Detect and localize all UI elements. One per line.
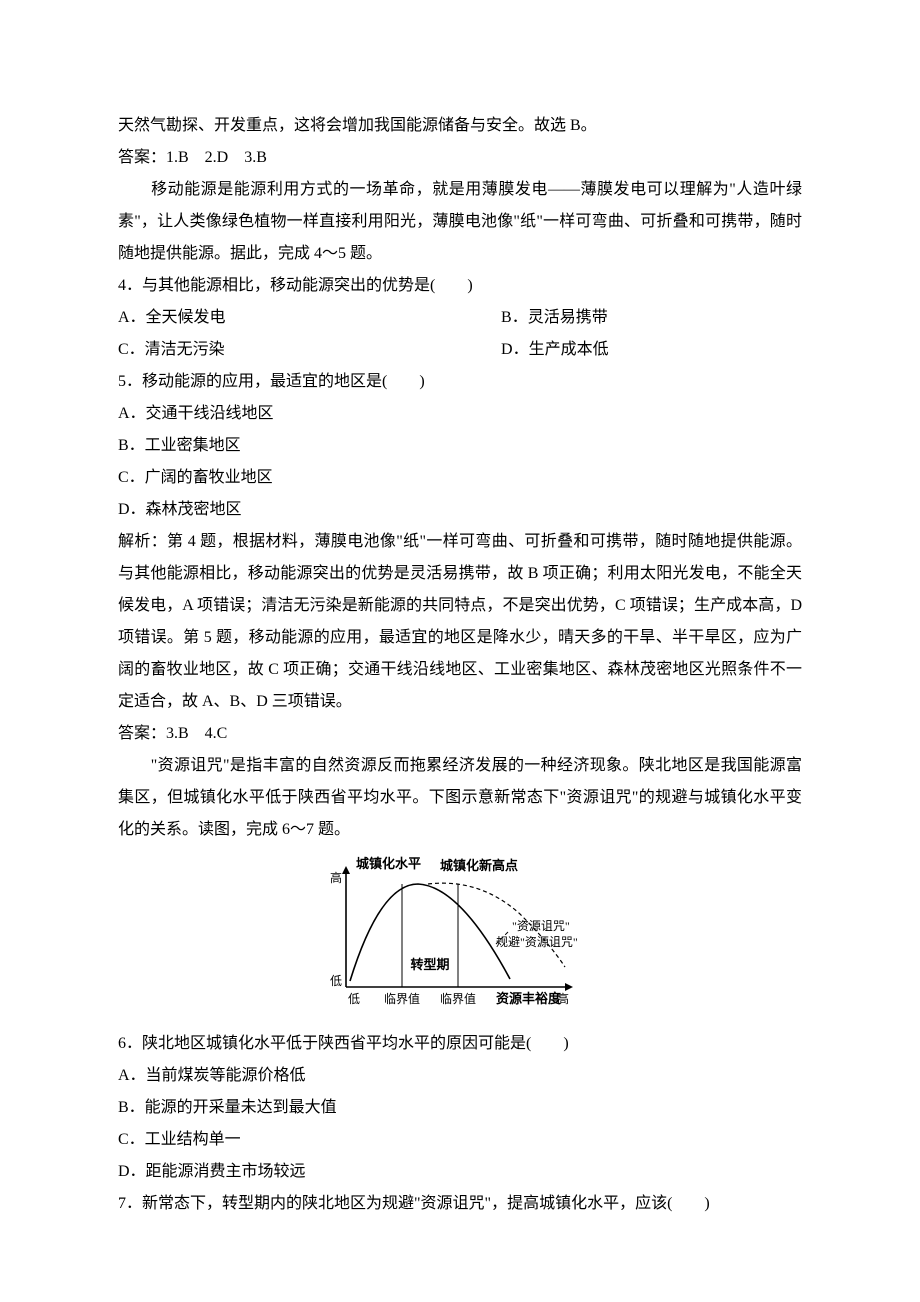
- resource-curse-svg: 城镇化水平高低低高资源丰裕度转型期临界值临界值城镇化新高点"资源诅咒"规避"资源…: [310, 852, 610, 1012]
- question-6: 6．陕北地区城镇化水平低于陕西省平均水平的原因可能是( ): [118, 1028, 802, 1060]
- answers-group-2: 答案：3.B 4.C: [118, 718, 802, 750]
- passage-3: "资源诅咒"是指丰富的自然资源反而拖累经济发展的一种经济现象。陕北地区是我国能源…: [118, 750, 802, 846]
- svg-text:高: 高: [330, 870, 342, 885]
- q4-option-b: B．灵活易携带: [501, 302, 802, 334]
- explanation-2: 解析：第 4 题，根据材料，薄膜电池像"纸"一样可弯曲、可折叠和可携带，随时随地…: [118, 526, 802, 718]
- resource-curse-figure: 城镇化水平高低低高资源丰裕度转型期临界值临界值城镇化新高点"资源诅咒"规避"资源…: [118, 852, 802, 1024]
- q6-option-d: D．距能源消费主市场较远: [118, 1156, 802, 1188]
- question-7: 7．新常态下，转型期内的陕北地区为规避"资源诅咒"，提高城镇化水平，应该( ): [118, 1188, 802, 1220]
- passage-2: 移动能源是能源利用方式的一场革命，就是用薄膜发电——薄膜发电可以理解为"人造叶绿…: [118, 174, 802, 270]
- q5-option-c: C．广阔的畜牧业地区: [118, 462, 802, 494]
- svg-text:临界值: 临界值: [384, 991, 420, 1006]
- q4-option-d: D．生产成本低: [501, 334, 802, 366]
- svg-text:临界值: 临界值: [440, 991, 476, 1006]
- q6-option-c: C．工业结构单一: [118, 1124, 802, 1156]
- document-page: 天然气勘探、开发重点，这将会增加我国能源储备与安全。故选 B。 答案：1.B 2…: [0, 0, 920, 1302]
- q5-option-a: A．交通干线沿线地区: [118, 398, 802, 430]
- q4-options-row2: C．清洁无污染 D．生产成本低: [118, 334, 802, 366]
- q6-option-a: A．当前煤炭等能源价格低: [118, 1060, 802, 1092]
- q4-options-row1: A．全天候发电 B．灵活易携带: [118, 302, 802, 334]
- svg-text:低: 低: [330, 974, 342, 988]
- svg-text:转型期: 转型期: [410, 957, 449, 972]
- svg-text:城镇化新高点: 城镇化新高点: [440, 858, 518, 873]
- q6-option-b: B．能源的开采量未达到最大值: [118, 1092, 802, 1124]
- q4-option-c: C．清洁无污染: [118, 334, 501, 366]
- svg-text:资源丰裕度: 资源丰裕度: [496, 991, 562, 1006]
- q4-option-a: A．全天候发电: [118, 302, 501, 334]
- question-4: 4．与其他能源相比，移动能源突出的优势是( ): [118, 270, 802, 302]
- q5-option-b: B．工业密集地区: [118, 430, 802, 462]
- intro-tail-text: 天然气勘探、开发重点，这将会增加我国能源储备与安全。故选 B。: [118, 110, 802, 142]
- svg-text:"资源诅咒": "资源诅咒": [512, 919, 570, 933]
- svg-text:规避"资源诅咒": 规避"资源诅咒": [496, 934, 578, 949]
- q5-option-d: D．森林茂密地区: [118, 494, 802, 526]
- answers-group-1: 答案：1.B 2.D 3.B: [118, 142, 802, 174]
- svg-text:城镇化水平: 城镇化水平: [356, 856, 421, 871]
- svg-text:低: 低: [348, 992, 360, 1006]
- question-5: 5．移动能源的应用，最适宜的地区是( ): [118, 366, 802, 398]
